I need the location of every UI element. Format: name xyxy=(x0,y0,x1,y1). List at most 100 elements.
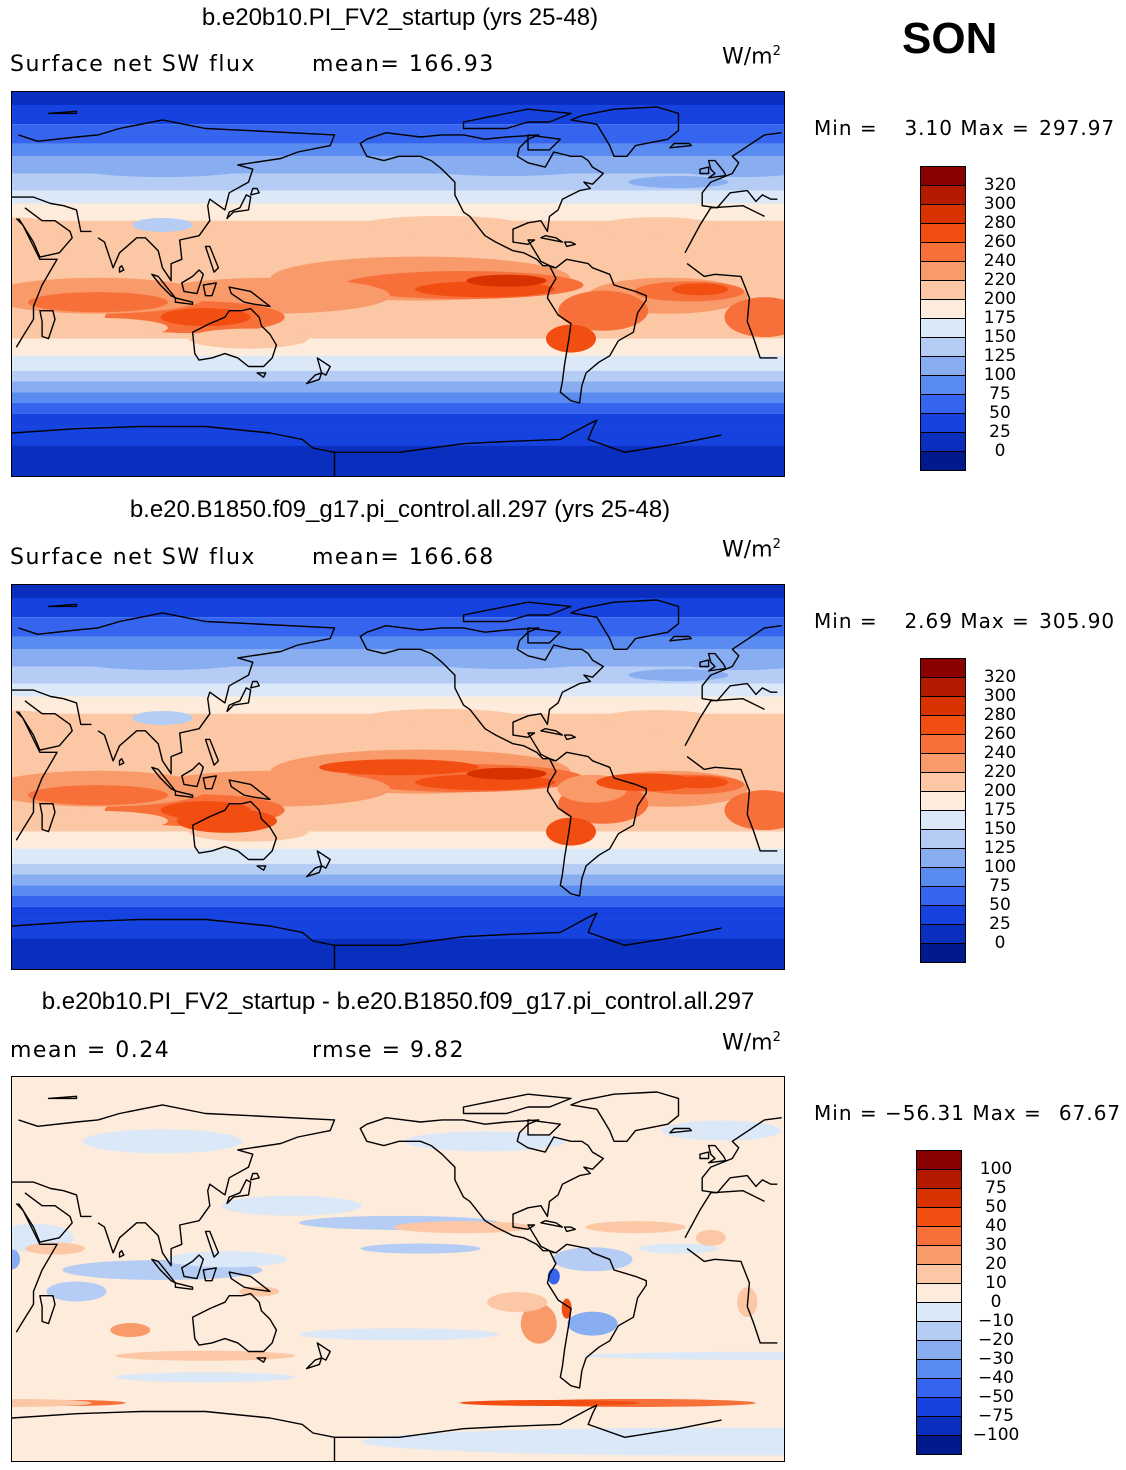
contour-region xyxy=(115,1350,296,1361)
min-value: 3.10 xyxy=(904,116,953,140)
colorbar-label: 75 xyxy=(985,1178,1007,1198)
coastline xyxy=(181,1254,205,1280)
colorbar-box xyxy=(916,1245,962,1265)
max-value: 67.67 xyxy=(1058,1101,1122,1125)
panel-minmax: Min = 2.69 Max = 305.90 xyxy=(814,609,1115,633)
colorbar-box xyxy=(916,1207,962,1227)
coastline xyxy=(305,865,323,878)
contour-band xyxy=(12,338,784,356)
panel-variable-label: Surface net SW flux xyxy=(10,52,256,77)
coastline xyxy=(18,119,336,282)
panel-title: b.e20b10.PI_FV2_startup (yrs 25-48) xyxy=(201,4,599,31)
colorbar-box xyxy=(920,905,966,925)
coastline xyxy=(563,1226,576,1233)
contour-band xyxy=(12,355,784,371)
coastline xyxy=(15,711,58,841)
coastline xyxy=(570,599,680,651)
contour-region xyxy=(28,292,168,313)
contour-band xyxy=(12,696,784,714)
coastlines xyxy=(12,1091,782,1461)
colorbar-box xyxy=(920,432,966,452)
coastline xyxy=(669,1127,693,1134)
coastline xyxy=(316,357,331,376)
coastline xyxy=(226,687,252,713)
coastline xyxy=(669,142,693,149)
contour-region xyxy=(552,1247,633,1272)
coastline xyxy=(334,419,722,453)
colorbar-label: 150 xyxy=(983,819,1017,839)
contour-band xyxy=(12,402,784,414)
colorbar-label: 240 xyxy=(983,251,1017,271)
coastline xyxy=(118,757,125,766)
colorbar-box xyxy=(920,299,966,319)
coastline xyxy=(191,800,278,861)
coastline xyxy=(17,207,73,258)
colorbar-box xyxy=(920,867,966,887)
contour-region xyxy=(12,1398,92,1407)
colorbar-label: 125 xyxy=(983,346,1017,366)
contour-region xyxy=(72,157,253,178)
colorbar-label: 0 xyxy=(994,933,1006,953)
coastline xyxy=(540,727,564,736)
contour-region xyxy=(362,215,522,234)
coastline xyxy=(701,1117,782,1194)
colorbar-box xyxy=(916,1226,962,1246)
colorbar-box xyxy=(920,337,966,357)
contour-region xyxy=(584,1351,784,1360)
coastline xyxy=(701,625,782,702)
contour-region xyxy=(12,710,72,739)
colorbar-box xyxy=(916,1302,962,1322)
coastline xyxy=(540,1219,564,1228)
colorbar-box xyxy=(920,318,966,338)
colorbar-label: 260 xyxy=(983,724,1017,744)
contour-region xyxy=(72,650,253,671)
colorbar-label: 0 xyxy=(994,441,1006,461)
contour-band xyxy=(12,370,784,382)
coastline xyxy=(563,241,576,248)
colorbar-box xyxy=(920,394,966,414)
coastline xyxy=(359,1117,604,1254)
panel-units: W/m2 xyxy=(722,1030,781,1056)
colorbar-label: 10 xyxy=(985,1273,1007,1293)
coastline xyxy=(181,269,205,295)
colorbar-box xyxy=(920,413,966,433)
max-value: 305.90 xyxy=(1039,609,1116,633)
coastline xyxy=(249,1172,260,1181)
heatmap-svg xyxy=(12,1077,784,1461)
colorbar-label: 100 xyxy=(983,365,1017,385)
colorbar-box xyxy=(920,677,966,697)
contour-region xyxy=(361,1427,784,1456)
contour-region xyxy=(221,1195,362,1216)
coastline xyxy=(462,108,572,130)
map-heatmap xyxy=(11,584,785,970)
contour-band xyxy=(12,885,784,896)
colorbar-box xyxy=(916,1340,962,1360)
colorbar-label: 30 xyxy=(985,1235,1007,1255)
colorbar-box xyxy=(916,1416,962,1436)
contour-region xyxy=(585,1221,686,1234)
coastline xyxy=(118,1249,125,1258)
contour-region xyxy=(661,1120,782,1141)
contour-region xyxy=(487,1292,548,1313)
contour-region xyxy=(597,217,717,238)
colorbar-box xyxy=(920,943,966,963)
coastline xyxy=(39,1294,56,1325)
contour-region xyxy=(28,317,168,338)
colorbar-box xyxy=(920,715,966,735)
contour-band xyxy=(12,143,784,157)
coastline xyxy=(47,1095,78,1100)
coastline xyxy=(701,132,782,209)
coastline xyxy=(228,779,271,801)
coastline xyxy=(546,751,647,897)
contour-band xyxy=(12,392,784,403)
colorbar-label: 100 xyxy=(983,857,1017,877)
colorbar-box xyxy=(920,375,966,395)
coastline xyxy=(12,425,336,476)
coastline xyxy=(191,307,278,368)
colorbar-label: −50 xyxy=(978,1387,1014,1407)
colorbar-box xyxy=(916,1321,962,1341)
coastline xyxy=(563,734,576,741)
coastline xyxy=(684,1189,765,1239)
colorbar-label: −100 xyxy=(972,1425,1020,1445)
contour-band xyxy=(12,381,784,393)
